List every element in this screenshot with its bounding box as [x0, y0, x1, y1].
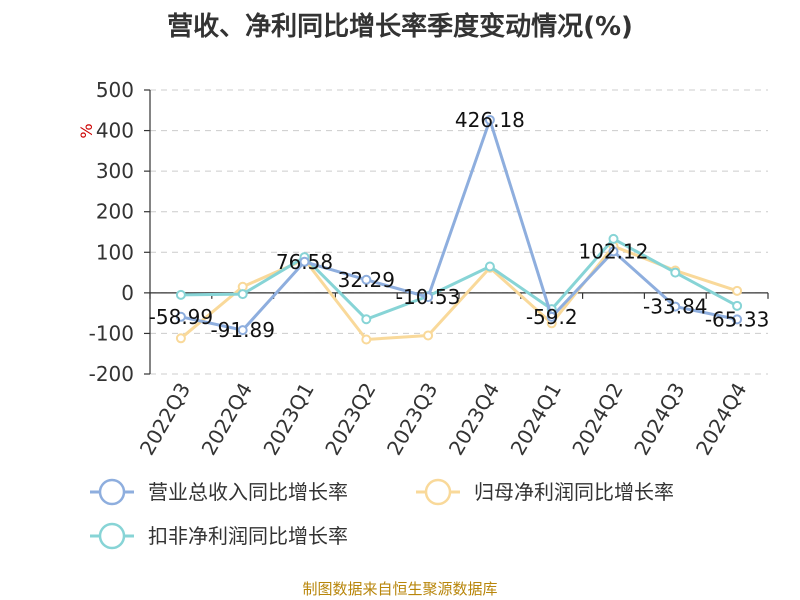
data-point: [423, 330, 434, 341]
x-tick-label: 2023Q3: [382, 378, 442, 459]
data-label: -10.53: [396, 285, 460, 309]
data-point: [732, 300, 743, 311]
data-label: 76.58: [276, 250, 333, 274]
data-label: -91.89: [210, 318, 274, 342]
data-point: [732, 314, 743, 325]
x-tick-label: 2024Q1: [506, 379, 566, 460]
x-tick-label: 2023Q4: [444, 379, 504, 460]
data-point: [608, 246, 619, 257]
data-point: [423, 292, 434, 303]
y-tick-label: 300: [96, 159, 134, 183]
data-point: [175, 311, 186, 322]
data-point: [361, 274, 372, 285]
y-tick-label: 0: [121, 281, 134, 305]
data-label: 426.18: [455, 108, 525, 132]
source-footer: 制图数据来自恒生聚源数据库: [302, 580, 498, 598]
data-label: -65.33: [705, 307, 769, 331]
chart-title: 营收、净利同比增长率季度变动情况(%): [167, 12, 633, 42]
data-point: [608, 233, 619, 244]
data-point: [484, 261, 495, 272]
series-line: [180, 118, 738, 332]
legend-marker: [424, 478, 452, 506]
data-point: [546, 311, 557, 322]
x-tick-label: 2023Q1: [258, 379, 318, 460]
legend-marker: [98, 478, 126, 506]
y-tick-label: -100: [89, 321, 134, 345]
data-point: [361, 334, 372, 345]
data-point: [670, 267, 681, 278]
y-tick-label: -200: [89, 362, 134, 386]
series-line: [179, 244, 738, 342]
data-point: [237, 289, 248, 300]
data-label: 102.12: [579, 239, 649, 263]
data-label: -33.84: [643, 295, 707, 319]
data-point: [484, 114, 495, 125]
data-point: [237, 325, 248, 336]
legend-label: 归母净利润同比增长率: [474, 480, 674, 504]
x-tick-label: 2024Q4: [691, 379, 751, 460]
y-tick-label: 100: [96, 240, 134, 264]
y-tick-label: 400: [96, 119, 134, 143]
data-point: [175, 289, 186, 300]
data-point: [670, 301, 681, 312]
data-label: 32.29: [338, 268, 395, 292]
x-tick-label: 2024Q2: [567, 379, 627, 460]
y-tick-label: 200: [96, 200, 134, 224]
x-tick-label: 2022Q3: [135, 379, 195, 460]
data-label: -59.2: [526, 305, 578, 329]
data-point: [732, 285, 743, 296]
series-line: [180, 237, 738, 321]
legend-label: 营业总收入同比增长率: [148, 480, 348, 504]
data-point: [175, 333, 186, 344]
y-axis-unit: %: [77, 123, 96, 138]
legend-label: 扣非净利润同比增长率: [148, 524, 348, 548]
data-label: -58.99: [149, 305, 213, 329]
x-tick-label: 2023Q2: [320, 379, 380, 460]
y-tick-label: 500: [96, 78, 134, 102]
data-point: [299, 256, 310, 267]
x-tick-label: 2024Q3: [629, 379, 689, 460]
data-point: [361, 314, 372, 325]
x-tick-label: 2022Q4: [197, 379, 257, 460]
legend-marker: [98, 522, 126, 550]
